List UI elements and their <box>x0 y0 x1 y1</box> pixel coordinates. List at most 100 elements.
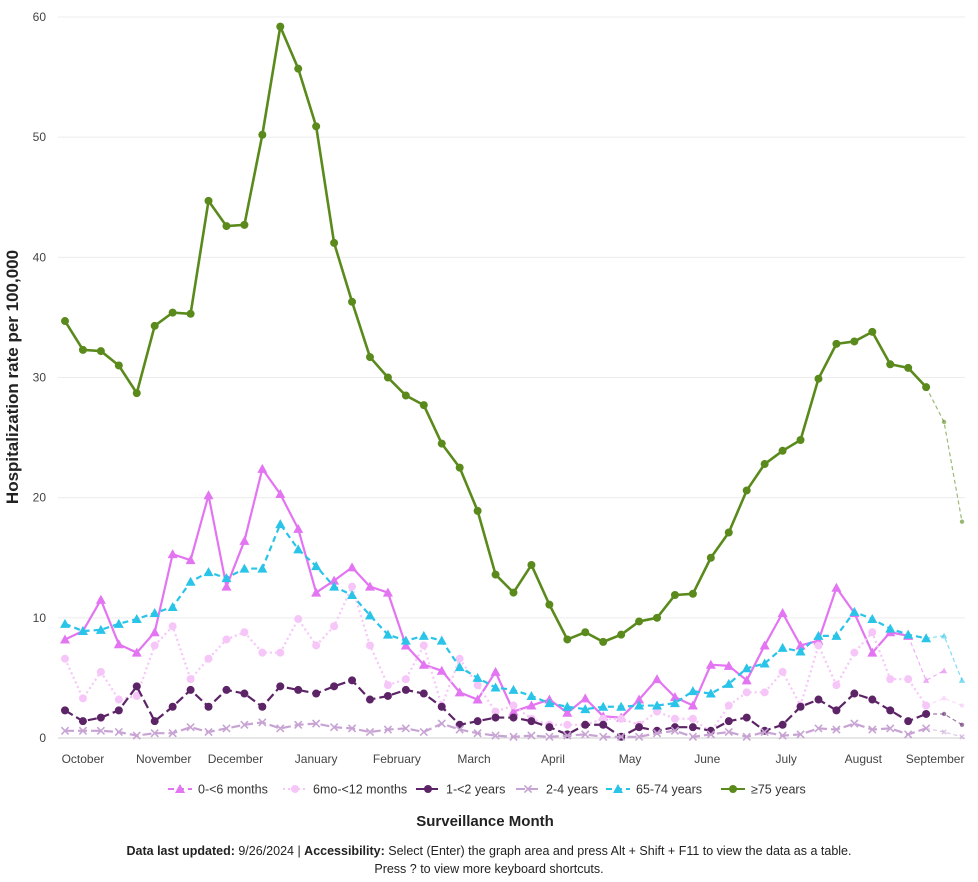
data-point[interactable] <box>868 695 877 704</box>
data-point[interactable] <box>742 732 751 741</box>
data-point[interactable] <box>419 689 428 698</box>
data-point[interactable] <box>60 634 70 644</box>
legend-item[interactable]: 65-74 years <box>606 783 702 797</box>
data-point[interactable] <box>544 698 555 708</box>
legend-marker[interactable] <box>613 784 623 793</box>
data-point[interactable] <box>760 727 769 737</box>
data-point[interactable] <box>257 563 268 573</box>
data-point[interactable] <box>364 581 375 591</box>
data-point[interactable] <box>221 573 232 583</box>
data-point[interactable] <box>814 695 823 704</box>
data-point[interactable] <box>490 666 501 676</box>
data-point[interactable] <box>886 675 895 684</box>
data-point[interactable] <box>759 658 770 668</box>
data-point[interactable] <box>400 640 411 650</box>
data-point[interactable] <box>921 724 931 733</box>
data-point[interactable] <box>167 549 178 559</box>
series-4[interactable] <box>60 519 966 714</box>
data-point[interactable] <box>778 667 787 676</box>
data-point[interactable] <box>418 659 429 669</box>
data-point[interactable] <box>922 709 931 718</box>
data-point[interactable] <box>723 678 734 688</box>
data-point[interactable] <box>132 389 141 398</box>
data-point[interactable] <box>796 702 805 711</box>
data-point[interactable] <box>527 717 536 726</box>
data-point[interactable] <box>168 308 177 317</box>
series-line[interactable] <box>64 467 909 719</box>
data-point[interactable] <box>724 727 733 737</box>
data-point[interactable] <box>562 701 573 711</box>
data-point[interactable] <box>634 700 645 710</box>
data-point[interactable] <box>652 674 663 684</box>
data-point[interactable] <box>688 714 697 723</box>
series-5[interactable] <box>61 22 965 646</box>
data-point[interactable] <box>867 614 878 624</box>
data-point[interactable] <box>221 581 232 591</box>
data-point[interactable] <box>850 337 859 346</box>
data-point[interactable] <box>203 567 214 577</box>
data-point[interactable] <box>832 725 841 734</box>
data-point[interactable] <box>796 435 805 444</box>
data-point[interactable] <box>329 723 339 732</box>
data-point[interactable] <box>832 339 841 348</box>
data-point[interactable] <box>941 711 947 717</box>
data-point[interactable] <box>60 726 70 735</box>
data-point[interactable] <box>186 675 195 684</box>
data-point[interactable] <box>616 732 626 741</box>
data-point[interactable] <box>635 723 644 732</box>
data-point[interactable] <box>795 640 806 650</box>
data-point[interactable] <box>168 729 177 738</box>
data-point[interactable] <box>473 506 482 515</box>
legend-label[interactable]: 2-4 years <box>546 783 598 797</box>
data-point[interactable] <box>832 681 841 690</box>
legend-label[interactable]: 6mo-<12 months <box>313 783 407 797</box>
data-point[interactable] <box>796 730 805 739</box>
data-point[interactable] <box>724 717 733 726</box>
data-point[interactable] <box>868 327 877 336</box>
series-preliminary-line[interactable] <box>926 635 963 681</box>
data-point[interactable] <box>941 419 947 425</box>
data-point[interactable] <box>96 347 105 356</box>
data-point[interactable] <box>742 486 751 495</box>
data-point[interactable] <box>258 702 267 711</box>
data-point[interactable] <box>113 618 124 628</box>
data-point[interactable] <box>347 562 358 572</box>
data-point[interactable] <box>508 684 519 694</box>
data-point[interactable] <box>222 222 231 231</box>
data-point[interactable] <box>149 627 160 637</box>
legend-item[interactable]: 0-<6 months <box>168 783 268 797</box>
series-line[interactable] <box>64 523 927 711</box>
data-point[interactable] <box>240 689 249 698</box>
data-point[interactable] <box>562 707 573 717</box>
data-point[interactable] <box>922 677 930 683</box>
data-point[interactable] <box>634 732 644 741</box>
data-point[interactable] <box>419 641 428 650</box>
legend-label[interactable]: 0-<6 months <box>198 783 268 797</box>
data-point[interactable] <box>959 703 965 708</box>
data-point[interactable] <box>400 635 411 645</box>
data-point[interactable] <box>204 702 213 711</box>
data-point[interactable] <box>311 719 321 728</box>
data-point[interactable] <box>294 615 303 624</box>
data-point[interactable] <box>401 391 410 400</box>
legend-item[interactable]: ≥75 years <box>721 783 806 797</box>
data-point[interactable] <box>436 665 447 675</box>
legend-marker[interactable] <box>729 785 737 793</box>
data-point[interactable] <box>276 724 285 733</box>
data-point[interactable] <box>599 637 608 646</box>
legend-item[interactable]: 6mo-<12 months <box>283 783 407 797</box>
data-point[interactable] <box>653 707 662 716</box>
data-point[interactable] <box>778 720 787 729</box>
data-point[interactable] <box>922 701 931 710</box>
data-point[interactable] <box>473 729 482 738</box>
data-point[interactable] <box>204 196 213 205</box>
data-point[interactable] <box>687 700 698 710</box>
data-point[interactable] <box>276 682 285 691</box>
data-point[interactable] <box>454 687 465 697</box>
data-point[interactable] <box>401 675 410 684</box>
data-point[interactable] <box>365 353 374 362</box>
data-point[interactable] <box>526 690 537 700</box>
data-point[interactable] <box>959 722 965 727</box>
data-point[interactable] <box>294 720 303 729</box>
data-point[interactable] <box>687 686 698 696</box>
